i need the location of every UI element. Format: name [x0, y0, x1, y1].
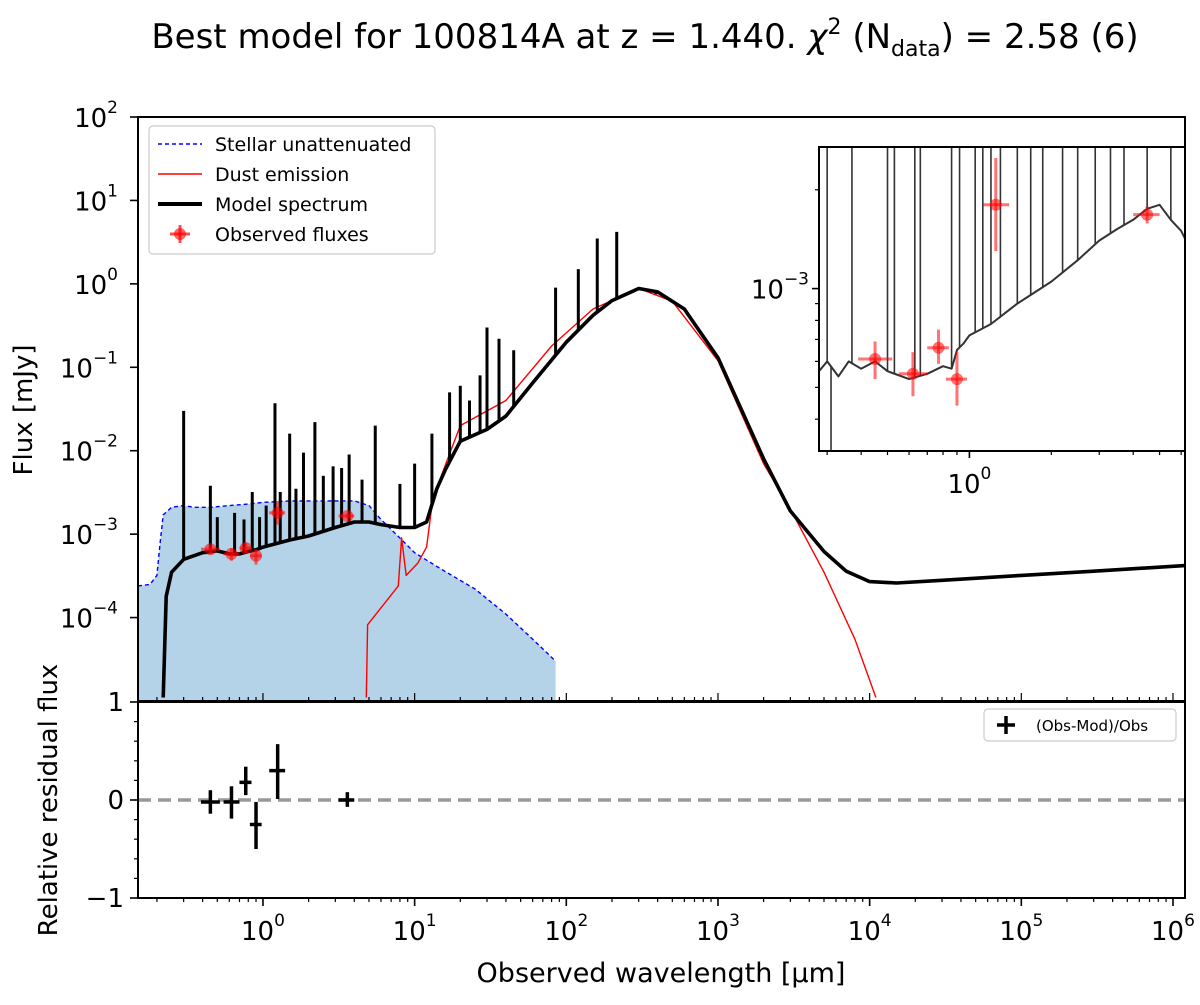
main-ytick-label: 100 — [74, 265, 118, 301]
observed-flux-point-marker — [341, 509, 354, 522]
inset-panel: 100 10−3 — [751, 146, 1186, 500]
residual-xtick-label: 105 — [999, 911, 1043, 947]
series-model-spectrum — [161, 286, 1185, 698]
legend-label-stellar: Stellar unattenuated — [215, 134, 412, 156]
residual-xtick-label: 101 — [393, 911, 437, 947]
main-panel: 102 101 100 10−1 10−2 10−3 10−4 Flux [mJy] Ste… — [9, 98, 1186, 702]
observed-flux-point-marker — [204, 543, 217, 556]
residual-xtick-label: 103 — [696, 911, 740, 947]
residual-xtick-label: 106 — [1151, 911, 1195, 947]
residual-panel: 1 0 −1 100 101 102 103 104 105 106 Relative resi… — [34, 664, 1195, 989]
observed-flux-point-marker — [271, 506, 284, 519]
residual-point — [200, 790, 220, 814]
main-ytick-label: 10−3 — [60, 515, 118, 551]
legend-swatch-observed — [170, 225, 190, 243]
observed-flux-point-marker — [225, 547, 238, 560]
legend-label-dust: Dust emission — [215, 164, 349, 186]
observed-flux-point — [269, 500, 286, 525]
inset-xtick-label: 100 — [947, 464, 991, 500]
inset-observed-flux-point-marker — [906, 367, 919, 380]
observed-flux-point-marker — [250, 549, 263, 562]
residual-xlabel: Observed wavelength [μm] — [477, 958, 846, 989]
legend-label-model: Model spectrum — [215, 194, 368, 216]
residual-legend-label: (Obs-Mod)/Obs — [1036, 717, 1148, 735]
inset-ytick-label: 10−3 — [751, 270, 809, 306]
inset-observed-flux-point — [927, 329, 949, 364]
residual-legend: (Obs-Mod)/Obs — [983, 708, 1177, 742]
title-chi-superscript: 2 — [828, 15, 842, 40]
residual-point — [269, 744, 286, 800]
residual-point — [338, 792, 355, 807]
inset-observed-flux-point — [858, 341, 893, 380]
residual-ytick-label: 0 — [107, 786, 124, 816]
legend-box — [148, 125, 436, 255]
residual-point — [239, 766, 252, 796]
title-n-open: (N — [842, 17, 892, 57]
main-ylabel: Flux [mJy] — [9, 345, 39, 476]
legend-label-observed: Observed fluxes — [215, 224, 369, 246]
main-ytick-label: 101 — [74, 181, 118, 217]
title-n-subscript: data — [891, 37, 941, 62]
chart-title: Best model for 100814A at z = 1.440. χ2 … — [151, 15, 1138, 62]
inset-observed-flux-point-marker — [932, 341, 945, 354]
inset-frame — [818, 146, 1186, 452]
observed-flux-point — [338, 509, 355, 522]
observed-flux-point-marker — [239, 542, 252, 555]
title-prefix: Best model for 100814A at z = 1.440. — [151, 17, 807, 57]
residual-xtick-label: 104 — [848, 911, 892, 947]
observed-flux-point — [200, 543, 220, 556]
observed-flux-point — [249, 549, 263, 565]
inset-observed-flux-point-marker — [950, 373, 963, 386]
series-stellar-unattenuated — [138, 500, 557, 662]
inset-observed-flux-point — [945, 352, 968, 406]
residual-point — [249, 801, 262, 849]
main-ytick-label: 102 — [74, 98, 118, 134]
title-suffix: ) = 2.58 (6) — [941, 17, 1139, 57]
inset-observed-flux-point — [982, 157, 1010, 252]
main-ytick-label: 10−1 — [60, 348, 118, 384]
inset-observed-flux-point-marker — [869, 353, 882, 366]
residual-xtick-label: 102 — [544, 911, 588, 947]
observed-flux-point — [239, 542, 252, 555]
inset-observed-flux-point — [898, 352, 928, 397]
residual-ylabel: Relative residual flux — [34, 664, 64, 937]
inset-observed-flux-point-marker — [1141, 208, 1154, 221]
residual-xtick-label: 100 — [241, 911, 285, 947]
residual-ytick-label: −1 — [86, 884, 124, 914]
inset-observed-flux-point-marker — [989, 198, 1002, 211]
residual-legend-box — [983, 708, 1177, 742]
residual-point — [223, 786, 240, 819]
title-chi: χ — [805, 17, 829, 57]
observed-flux-point — [223, 547, 240, 561]
residual-ytick-label: 1 — [107, 688, 124, 718]
main-legend: Stellar unattenuated Dust emission Model… — [148, 125, 436, 255]
inset-observed-flux-point — [1133, 206, 1160, 224]
main-ytick-label: 10−2 — [60, 432, 118, 468]
main-ytick-label: 10−4 — [60, 599, 118, 635]
stellar-fill-area — [138, 500, 556, 701]
inset-background — [819, 147, 1185, 451]
